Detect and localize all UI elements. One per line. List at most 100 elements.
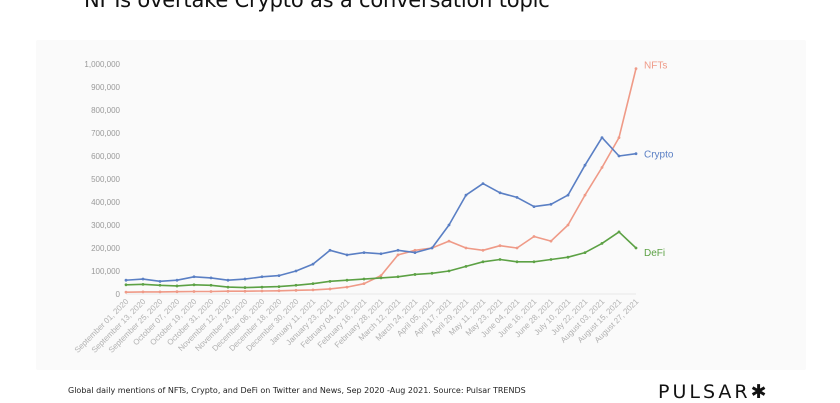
y-tick-label: 600,000 <box>91 152 120 161</box>
crypto-point <box>634 152 638 156</box>
pulsar-logo: PULSAR✱ <box>658 381 769 403</box>
y-tick-label: 400,000 <box>91 198 120 207</box>
defi-series-label: DeFi <box>644 248 665 259</box>
crypto-point <box>549 202 553 206</box>
nfts-point <box>311 288 315 292</box>
crypto-point <box>379 252 383 256</box>
y-tick-label: 800,000 <box>91 106 120 115</box>
defi-point <box>175 284 179 288</box>
crypto-point <box>226 278 230 282</box>
nfts-point <box>124 290 128 294</box>
nfts-point <box>481 248 485 252</box>
crypto-point <box>600 136 604 139</box>
defi-point <box>294 283 298 287</box>
defi-point <box>617 230 621 234</box>
crypto-point <box>260 275 264 279</box>
line-chart: 0 100,000 200,000 300,000 400,000 500,000 600,… <box>73 60 674 355</box>
defi-point <box>158 283 162 287</box>
crypto-point <box>311 262 315 266</box>
nfts-point <box>634 67 638 70</box>
crypto-point <box>413 251 417 255</box>
crypto-point <box>277 274 281 277</box>
crypto-line <box>125 136 637 283</box>
defi-point <box>311 282 315 286</box>
nfts-point <box>464 246 468 250</box>
crypto-point <box>294 269 298 273</box>
nfts-point <box>498 244 502 248</box>
defi-point <box>328 279 332 283</box>
crypto-point <box>175 278 179 282</box>
nfts-point <box>192 290 196 293</box>
crypto-point <box>481 182 485 186</box>
nfts-point <box>583 193 587 197</box>
defi-point <box>362 277 366 281</box>
defi-point <box>260 285 264 289</box>
crypto-point <box>566 193 570 197</box>
nfts-point <box>396 253 400 257</box>
crypto-point <box>515 196 519 199</box>
nfts-point <box>277 289 281 293</box>
defi-point <box>481 260 485 264</box>
nfts-point <box>362 282 366 286</box>
nfts-point <box>549 239 553 243</box>
crypto-point <box>430 246 434 250</box>
nfts-point <box>617 136 621 139</box>
defi-point <box>413 273 417 276</box>
nfts-point <box>532 235 536 238</box>
chart-card: 0 100,000 200,000 300,000 400,000 500,000 600,… <box>36 40 806 370</box>
chart-title: NFTs overtake Crypto as a conversation t… <box>84 0 550 12</box>
defi-point <box>192 283 196 287</box>
defi-point <box>277 285 281 289</box>
defi-point <box>498 258 502 261</box>
defi-point <box>345 278 349 282</box>
crypto-point <box>243 277 247 281</box>
nfts-point <box>413 248 417 252</box>
logo-wordmark: PULSAR <box>658 381 751 403</box>
y-tick-label: 1,000,000 <box>84 60 120 69</box>
defi-point <box>141 282 145 286</box>
nfts-point <box>175 290 179 294</box>
y-tick-label: 700,000 <box>91 129 120 138</box>
defi-point <box>515 260 519 264</box>
nfts-point <box>260 289 264 293</box>
crypto-point <box>532 205 536 209</box>
defi-point <box>379 276 383 280</box>
defi-point <box>243 286 247 289</box>
defi-point <box>430 271 434 275</box>
defi-point <box>600 242 604 245</box>
crypto-point <box>192 275 196 279</box>
crypto-point <box>447 223 451 227</box>
y-tick-label: 300,000 <box>91 221 120 230</box>
crypto-point <box>141 277 145 281</box>
defi-point <box>566 255 570 259</box>
defi-point <box>464 265 468 268</box>
crypto-point <box>158 279 162 283</box>
y-tick-label: 500,000 <box>91 175 120 184</box>
nfts-point <box>447 239 451 243</box>
nfts-point <box>158 290 162 294</box>
crypto-point <box>583 163 587 167</box>
crypto-point <box>328 248 332 252</box>
crypto-point <box>498 191 502 195</box>
defi-point <box>396 275 400 279</box>
nfts-point <box>226 289 230 293</box>
crypto-point <box>396 248 400 252</box>
nfts-point <box>141 290 145 294</box>
defi-point <box>447 269 451 273</box>
nfts-point <box>379 274 383 277</box>
nfts-point <box>600 166 604 169</box>
crypto-series-label: Crypto <box>644 150 674 161</box>
nfts-point <box>515 246 519 250</box>
nfts-point <box>243 289 247 293</box>
nfts-point <box>209 290 213 293</box>
crypto-point <box>345 253 349 257</box>
defi-point <box>583 251 587 255</box>
crypto-point <box>464 193 468 197</box>
nfts-point <box>566 223 570 227</box>
y-tick-label: 100,000 <box>91 267 120 276</box>
defi-point <box>226 285 230 289</box>
y-tick-label: 900,000 <box>91 83 120 92</box>
chart-caption: Global daily mentions of NFTs, Crypto, a… <box>68 386 526 395</box>
defi-point <box>634 246 638 250</box>
defi-point <box>532 260 536 264</box>
